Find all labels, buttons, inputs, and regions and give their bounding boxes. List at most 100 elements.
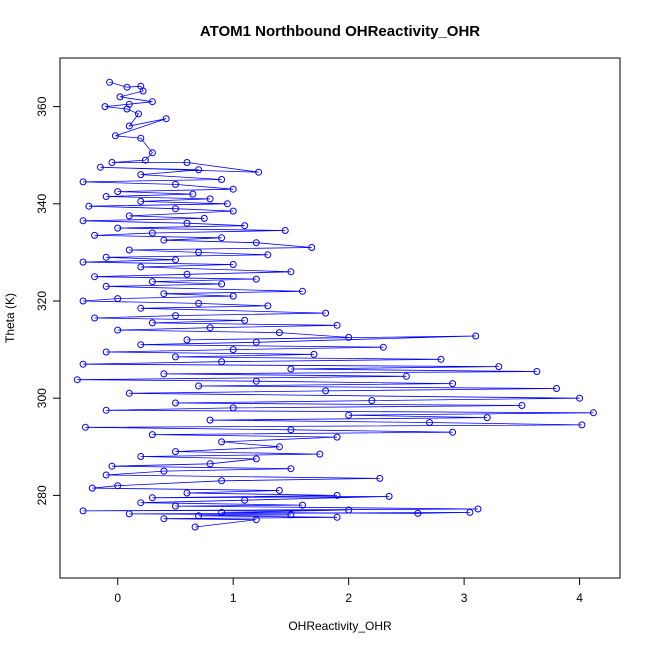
data-point: [333, 491, 341, 499]
data-point: [345, 506, 353, 514]
data-point: [183, 489, 191, 497]
data-point: [148, 431, 156, 439]
data-point: [553, 385, 560, 392]
data-point: [141, 156, 149, 164]
data-point: [229, 261, 237, 268]
data-point: [287, 268, 295, 276]
data-point: [281, 227, 289, 234]
x-tick-label: 4: [576, 591, 583, 605]
data-point: [123, 105, 131, 113]
data-point: [483, 414, 491, 422]
y-tick-label: 320: [35, 291, 49, 311]
data-point: [148, 229, 156, 237]
data-point: [125, 389, 133, 397]
data-point: [73, 376, 81, 384]
data-point: [322, 387, 330, 395]
data-point: [229, 346, 237, 354]
data-point: [111, 132, 119, 140]
data-point: [368, 397, 376, 405]
data-point: [252, 338, 260, 346]
data-point: [275, 487, 283, 494]
data-point: [449, 428, 457, 436]
data-point: [252, 275, 260, 283]
data-point: [91, 231, 99, 239]
data-point: [241, 222, 249, 230]
data-point: [385, 492, 393, 500]
data-point: [495, 363, 503, 371]
data-point: [223, 200, 231, 208]
data-point: [160, 370, 168, 378]
data-point: [148, 149, 156, 157]
data-point: [229, 404, 237, 412]
data-point: [91, 273, 99, 281]
x-tick-label: 3: [461, 591, 468, 605]
data-point: [316, 450, 324, 458]
data-point: [114, 482, 122, 490]
data-point: [333, 433, 341, 441]
data-point: [172, 502, 179, 510]
data-point: [183, 219, 191, 227]
y-axis-label: Theta (K): [3, 293, 17, 343]
data-point: [102, 282, 110, 290]
data-point: [102, 406, 110, 414]
data-point: [162, 115, 170, 123]
data-point: [172, 256, 179, 264]
data-point: [299, 501, 306, 509]
y-axis: 280 300 320 340 360: [35, 96, 61, 505]
data-point: [345, 411, 353, 419]
x-tick-label: 2: [345, 591, 352, 605]
plot-frame: [59, 57, 621, 579]
data-point: [218, 477, 226, 485]
data-point: [218, 234, 226, 242]
data-point: [102, 193, 110, 200]
data-point: [322, 309, 330, 317]
data-point: [414, 509, 422, 517]
data-point: [125, 122, 133, 130]
data-point: [299, 287, 306, 295]
data-point: [333, 321, 341, 329]
data-point: [137, 341, 145, 349]
x-axis: 0 1 2 3 4: [114, 577, 583, 605]
data-point: [79, 217, 87, 225]
data-point: [229, 185, 237, 193]
data-point: [191, 523, 199, 531]
data-point: [287, 426, 295, 434]
y-tick-label: 300: [35, 388, 49, 408]
data-point: [333, 513, 341, 521]
data-point: [160, 290, 168, 298]
data-point: [264, 251, 272, 259]
chart-title: ATOM1 Northbound OHReactivity_OHR: [200, 23, 480, 40]
data-point: [189, 190, 197, 198]
data-point: [518, 402, 526, 409]
data-point: [172, 180, 179, 188]
data-point: [308, 244, 316, 251]
data-point: [379, 343, 387, 351]
data-point: [206, 324, 214, 332]
data-point: [474, 505, 482, 513]
data-point: [102, 348, 110, 356]
data-point: [137, 171, 145, 179]
data-point: [172, 205, 179, 213]
data-point: [252, 516, 260, 524]
data-point: [81, 423, 89, 431]
data-point: [275, 443, 283, 451]
data-point: [195, 166, 203, 174]
data-point: [91, 314, 99, 322]
data-point: [426, 419, 433, 426]
data-point: [533, 368, 541, 375]
data-point: [252, 377, 260, 385]
data-point: [206, 460, 214, 468]
data-point: [195, 382, 203, 390]
data-point: [589, 409, 597, 417]
data-point: [252, 455, 260, 463]
data-point: [79, 507, 87, 515]
data-point: [578, 421, 586, 429]
data-point: [206, 416, 214, 424]
y-tick-label: 360: [35, 96, 49, 116]
data-point: [114, 295, 122, 303]
data-point: [229, 207, 237, 215]
data-point: [108, 159, 116, 166]
data-point: [108, 462, 116, 470]
data-point: [195, 299, 203, 307]
